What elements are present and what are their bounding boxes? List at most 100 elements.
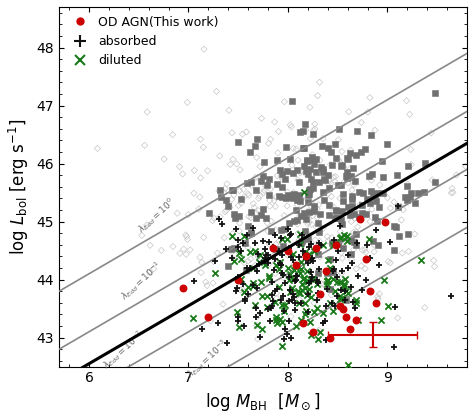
- Point: [305, 186, 313, 193]
- Point: [394, 204, 401, 210]
- Point: [232, 287, 240, 294]
- Point: [245, 284, 252, 291]
- Point: [380, 276, 387, 283]
- Point: [306, 104, 314, 111]
- Point: [312, 155, 320, 162]
- Point: [198, 326, 206, 333]
- Point: [375, 291, 383, 297]
- Point: [261, 245, 269, 252]
- Point: [358, 210, 365, 216]
- Point: [350, 231, 358, 238]
- Point: [374, 242, 382, 249]
- Point: [406, 111, 413, 118]
- Point: [346, 326, 354, 332]
- Point: [278, 302, 285, 309]
- Point: [198, 259, 206, 266]
- Point: [237, 275, 245, 282]
- Point: [408, 161, 415, 168]
- Point: [338, 268, 346, 275]
- Point: [216, 152, 223, 159]
- Point: [313, 276, 321, 283]
- Point: [301, 252, 309, 259]
- Point: [141, 142, 148, 149]
- Point: [270, 197, 278, 204]
- Point: [288, 284, 296, 291]
- Point: [333, 207, 340, 214]
- Point: [283, 330, 291, 337]
- Point: [227, 161, 234, 168]
- Point: [260, 181, 268, 187]
- Point: [331, 178, 338, 185]
- Point: [264, 140, 272, 147]
- Point: [264, 251, 272, 258]
- Point: [296, 290, 304, 297]
- Point: [235, 202, 242, 209]
- X-axis label: log $M_{\rm BH}$  [$M_\odot$]: log $M_{\rm BH}$ [$M_\odot$]: [205, 391, 321, 413]
- Point: [324, 233, 331, 240]
- Point: [246, 265, 254, 271]
- Point: [298, 167, 305, 174]
- Point: [307, 278, 315, 285]
- Point: [245, 222, 252, 229]
- Point: [315, 202, 322, 208]
- Point: [306, 319, 314, 326]
- Point: [348, 186, 356, 193]
- Point: [213, 88, 220, 95]
- Point: [301, 275, 308, 281]
- Point: [299, 248, 307, 255]
- Point: [251, 239, 258, 246]
- Point: [237, 200, 245, 207]
- Point: [354, 240, 361, 247]
- Point: [190, 190, 198, 197]
- Point: [195, 206, 202, 213]
- Point: [227, 246, 234, 252]
- Point: [366, 254, 374, 261]
- Point: [341, 283, 348, 290]
- Point: [215, 187, 223, 194]
- Point: [328, 162, 336, 168]
- Point: [272, 194, 280, 201]
- Point: [304, 236, 311, 243]
- Point: [205, 210, 213, 216]
- Point: [253, 154, 261, 161]
- Point: [309, 328, 317, 335]
- Point: [314, 279, 321, 286]
- Point: [366, 199, 374, 206]
- Point: [340, 164, 347, 171]
- Point: [303, 195, 310, 202]
- Point: [291, 217, 298, 224]
- Point: [321, 317, 329, 324]
- Point: [271, 298, 278, 305]
- Point: [341, 296, 349, 303]
- Point: [352, 317, 359, 323]
- Point: [251, 247, 259, 254]
- Point: [431, 89, 439, 96]
- Point: [313, 304, 321, 311]
- Point: [273, 286, 281, 292]
- Point: [311, 121, 319, 127]
- Point: [343, 233, 351, 239]
- Point: [205, 314, 212, 321]
- Point: [316, 79, 323, 86]
- Point: [266, 197, 273, 204]
- Point: [230, 257, 237, 264]
- Point: [420, 189, 428, 195]
- Point: [280, 307, 287, 314]
- Point: [268, 291, 276, 298]
- Point: [296, 231, 304, 238]
- Point: [350, 207, 358, 214]
- Point: [237, 196, 245, 202]
- Point: [267, 228, 274, 234]
- Point: [220, 189, 228, 196]
- Point: [150, 265, 157, 272]
- Point: [295, 299, 302, 306]
- Point: [391, 303, 399, 310]
- Point: [323, 269, 331, 276]
- Point: [238, 131, 246, 138]
- Point: [249, 282, 257, 289]
- Point: [366, 94, 374, 101]
- Point: [281, 98, 288, 105]
- Point: [347, 236, 355, 243]
- Point: [305, 207, 312, 214]
- Point: [287, 122, 294, 129]
